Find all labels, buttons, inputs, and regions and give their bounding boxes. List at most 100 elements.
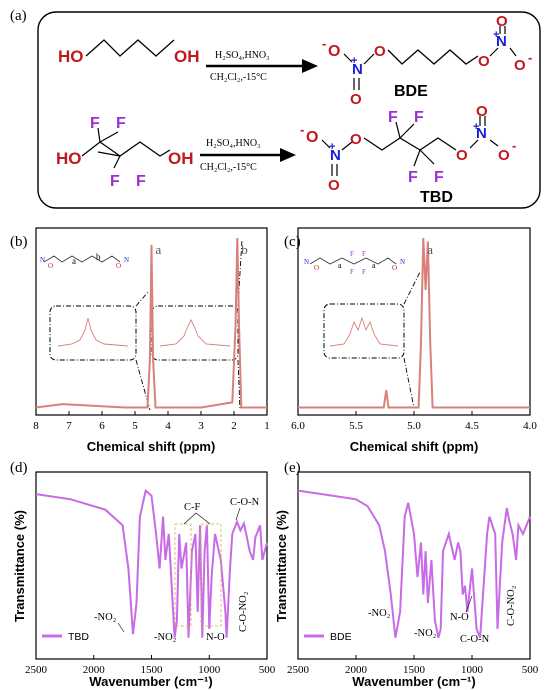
cf-leader <box>183 512 197 525</box>
x-tick-label: 1500 <box>141 664 164 676</box>
molecule-c-o-right: O <box>392 264 397 272</box>
r1-plus-left: + <box>351 55 357 67</box>
no2-leader-d-a <box>117 622 125 633</box>
r2-minus-right: - <box>512 138 516 153</box>
r1-product-name: BDE <box>394 83 428 100</box>
r2-pbond-f2 <box>399 123 415 139</box>
inset-c <box>323 303 405 359</box>
molecule-b-o-left: O <box>48 262 53 270</box>
molecule-c-f1: F <box>350 250 354 258</box>
ir-plot-d: 2500 2000 1500 1000 500 <box>25 488 276 676</box>
r1-o-minus-left: O <box>328 43 340 60</box>
no-leader-e <box>465 595 473 613</box>
x-tick-label: 500 <box>259 664 276 676</box>
molecule-c-n-left: N <box>304 258 309 266</box>
xlabel-b: Chemical shift (ppm) <box>87 439 216 454</box>
r1-product-chain <box>387 49 479 65</box>
r1-o-minus-right: O <box>514 57 526 74</box>
x-tick-label: 6.0 <box>291 420 305 432</box>
r1-reactant-chain <box>85 39 175 57</box>
x-tick-label: 2500 <box>25 664 48 676</box>
x-tick-label: 4.0 <box>523 420 537 432</box>
r2-o-minus-right: O <box>498 147 510 164</box>
x-tick-label: 4 <box>165 420 171 432</box>
x-tick-label: 5 <box>132 420 138 432</box>
r1-bond-o-n-left <box>343 53 353 63</box>
r2-bond-n-ominus-right <box>489 139 499 147</box>
r2-pf-2: F <box>414 109 424 126</box>
x-tick-label: 4.5 <box>465 420 479 432</box>
r2-o-up-right: O <box>476 103 488 120</box>
molecule-b-n-right: N <box>124 256 129 264</box>
r2-f-2: F <box>116 115 126 132</box>
r2-f-1: F <box>90 115 100 132</box>
r1-arrowhead <box>302 59 318 73</box>
molecule-b-label-b: b <box>96 252 101 262</box>
r2-pbond-f3 <box>413 149 421 167</box>
reaction-1: HO OH H₂SO₄,HNO₃ CH₂Cl₂,-15°C O - N + O … <box>58 13 532 108</box>
molecule-c-chain <box>309 257 397 265</box>
panel-label-b: (b) <box>10 234 28 250</box>
r2-n-right: N <box>476 125 487 142</box>
panel-label-e: (e) <box>284 460 301 476</box>
annot-d-cf: C-F <box>184 502 201 513</box>
xlabel-c: Chemical shift (ppm) <box>350 439 479 454</box>
series-line <box>298 237 530 409</box>
cf-leader-2 <box>195 512 211 525</box>
r1-n-right: N <box>496 33 507 50</box>
r2-bond-f2 <box>97 151 121 157</box>
annot-e-no2-b: -NO₂ <box>414 628 437 639</box>
molecule-b-label-a: a <box>72 256 76 266</box>
r1-conditions-top: H₂SO₄,HNO₃ <box>215 50 270 61</box>
plot-frame-b <box>35 227 268 416</box>
panel-label-d: (d) <box>10 460 28 476</box>
x-tick-label: 2000 <box>83 664 106 676</box>
ylabel-e: Transmittance (%) <box>274 510 289 622</box>
x-tick-label: 1 <box>264 420 270 432</box>
x-tick-label: 8 <box>33 420 39 432</box>
r2-conditions-bottom: CH₂Cl₂,-15°C <box>200 162 257 173</box>
molecule-c-label-a1: a <box>338 261 342 270</box>
r1-bond-o-n-right <box>489 47 499 57</box>
r2-pf-1: F <box>388 109 398 126</box>
r2-f-4: F <box>136 173 146 190</box>
peak-label: a <box>427 242 433 257</box>
r1-reactant-oh: OH <box>174 47 200 66</box>
r1-o-up-right: O <box>496 13 508 30</box>
series-line <box>297 489 531 639</box>
xlabel-d: Wavenumber (cm⁻¹) <box>89 674 212 689</box>
r1-bond-n-ominus-right <box>509 47 517 57</box>
legend-label-e: BDE <box>330 631 352 643</box>
x-tick-label: 2 <box>231 420 237 432</box>
r2-f-3: F <box>110 173 120 190</box>
r2-o-bridge-right: O <box>456 147 468 164</box>
nmr-plot-c: 6.0 5.5 5.0 4.5 4.0 a <box>291 237 537 432</box>
r2-pf-3: F <box>408 169 418 186</box>
molecule-b-n-left: N <box>40 256 45 264</box>
con-leader-d <box>235 507 241 521</box>
r2-reactant-ho: HO <box>56 149 82 168</box>
annot-d-cono2: C-O-NO₂ <box>238 591 249 632</box>
xlabel-e: Wavenumber (cm⁻¹) <box>352 674 475 689</box>
r1-o-bridge-left: O <box>374 43 386 60</box>
r2-bond-o-n-left <box>321 139 331 149</box>
molecule-b-o-right: O <box>116 262 121 270</box>
r2-pf-4: F <box>434 169 444 186</box>
r2-reactant-oh: OH <box>168 149 194 168</box>
ir-plot-e: 2500 2000 1500 1000 500 <box>287 489 539 676</box>
inset-c-leader-2 <box>403 357 415 409</box>
r2-plus-left: + <box>329 141 335 153</box>
r2-o-minus-left: O <box>306 129 318 146</box>
legend-label-d: TBD <box>68 631 89 643</box>
inset-b-right-trace <box>159 318 231 347</box>
r2-bond-f4 <box>99 131 119 143</box>
peak-label: a <box>156 242 162 257</box>
x-tick-label: 5.5 <box>349 420 363 432</box>
molecule-c-f3: F <box>350 268 354 276</box>
x-tick-label: 500 <box>522 664 539 676</box>
series-line <box>35 488 268 638</box>
peak-label: b <box>241 242 248 257</box>
r2-bond-f3 <box>97 127 101 143</box>
x-tick-label: 6 <box>99 420 105 432</box>
x-tick-label: 1000 <box>198 664 221 676</box>
